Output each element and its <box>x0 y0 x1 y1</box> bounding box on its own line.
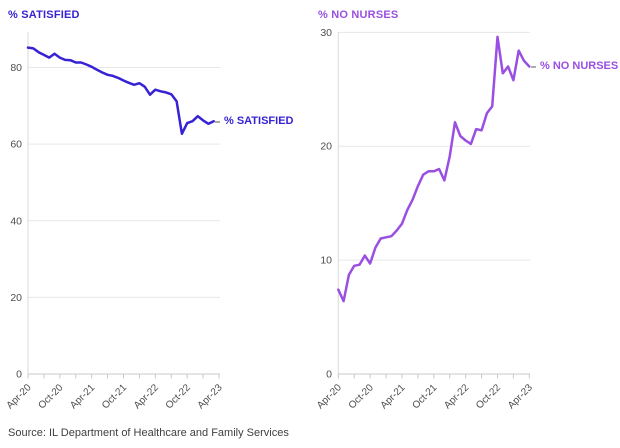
source-attribution: Source: IL Department of Healthcare and … <box>8 427 289 439</box>
y-tick-label: 60 <box>10 139 22 151</box>
data-line <box>26 46 215 136</box>
x-tick-label: Oct-20 <box>347 382 376 411</box>
data-line <box>337 35 531 303</box>
y-tick-label: 0 <box>326 369 332 381</box>
y-tick-label: 10 <box>320 255 332 267</box>
label-connector-dash <box>215 120 220 123</box>
x-tick-label: Apr-21 <box>379 382 408 411</box>
x-tick-label: Apr-20 <box>315 382 344 411</box>
y-tick-label: 0 <box>16 369 22 381</box>
y-tick-label: 20 <box>10 292 22 304</box>
x-tick-label: Apr-22 <box>442 382 471 411</box>
chart-title-satisfied: % SATISFIED <box>8 9 80 21</box>
y-tick-label: 30 <box>320 27 332 39</box>
series-end-label-no-nurses: % NO NURSES <box>531 61 618 72</box>
series-end-label-satisfied: % SATISFIED <box>215 116 293 127</box>
series-end-label-text: % SATISFIED <box>224 115 294 127</box>
x-tick-label: Oct-21 <box>410 382 439 411</box>
y-tick-label: 40 <box>10 215 22 227</box>
x-tick-label: Apr-23 <box>506 382 535 411</box>
chart-title-no-nurses: % NO NURSES <box>318 9 399 21</box>
series-end-label-text: % NO NURSES <box>540 60 619 72</box>
y-tick-label: 20 <box>320 141 332 153</box>
label-connector-dash <box>531 65 536 68</box>
y-tick-label: 80 <box>10 62 22 74</box>
x-tick-label: Oct-22 <box>474 382 503 411</box>
